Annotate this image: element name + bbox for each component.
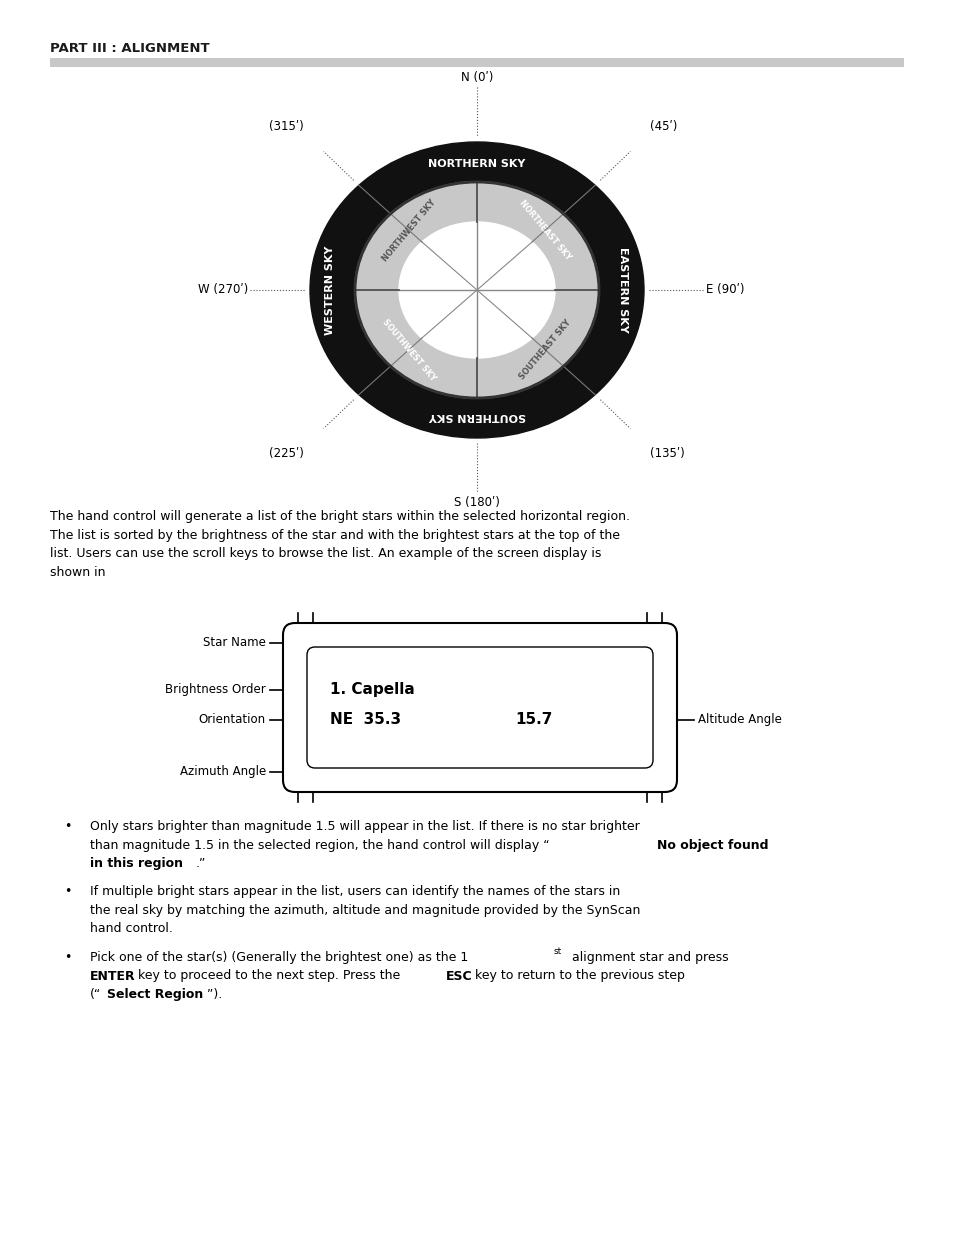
- Text: •: •: [64, 885, 71, 899]
- Ellipse shape: [310, 142, 643, 438]
- Text: (315ʹ): (315ʹ): [269, 121, 303, 133]
- Text: NE  35.3: NE 35.3: [330, 713, 400, 727]
- FancyBboxPatch shape: [307, 647, 652, 768]
- Text: (225ʹ): (225ʹ): [269, 447, 303, 459]
- Text: .”: .”: [195, 857, 206, 869]
- Text: Orientation: Orientation: [198, 713, 266, 726]
- Text: Brightness Order: Brightness Order: [165, 683, 266, 697]
- Text: •: •: [64, 951, 71, 965]
- Text: Only stars brighter than magnitude 1.5 will appear in the list. If there is no s: Only stars brighter than magnitude 1.5 w…: [90, 820, 639, 832]
- Ellipse shape: [398, 222, 555, 358]
- Text: than magnitude 1.5 in the selected region, the hand control will display “: than magnitude 1.5 in the selected regio…: [90, 839, 549, 851]
- Text: N (0ʹ): N (0ʹ): [460, 70, 493, 84]
- Text: ENTER: ENTER: [90, 969, 135, 983]
- Text: The hand control will generate a list of the bright stars within the selected ho: The hand control will generate a list of…: [50, 510, 629, 578]
- Text: If multiple bright stars appear in the list, users can identify the names of the: If multiple bright stars appear in the l…: [90, 885, 619, 899]
- Text: WESTERN SKY: WESTERN SKY: [325, 246, 335, 335]
- Text: S (180ʹ): S (180ʹ): [454, 496, 499, 509]
- Text: •: •: [64, 820, 71, 832]
- Text: (135ʹ): (135ʹ): [650, 447, 684, 459]
- Text: alignment star and press: alignment star and press: [567, 951, 728, 965]
- Text: SOUTHWEST SKY: SOUTHWEST SKY: [380, 317, 437, 383]
- Text: st: st: [554, 947, 561, 956]
- Text: in this region: in this region: [90, 857, 183, 869]
- Bar: [50, 58, 903, 67]
- Text: the real sky by matching the azimuth, altitude and magnitude provided by the Syn: the real sky by matching the azimuth, al…: [90, 904, 639, 918]
- Text: 1. Capella: 1. Capella: [330, 682, 415, 697]
- Text: SOUTHEAST SKY: SOUTHEAST SKY: [517, 319, 572, 382]
- Text: W (270ʹ): W (270ʹ): [197, 284, 248, 296]
- Text: Altitude Angle: Altitude Angle: [698, 713, 781, 726]
- Text: 15.7: 15.7: [515, 713, 552, 727]
- Text: key to proceed to the next step. Press the: key to proceed to the next step. Press t…: [133, 969, 404, 983]
- Text: (45ʹ): (45ʹ): [650, 121, 677, 133]
- Text: (“: (“: [90, 988, 101, 1002]
- Text: NORTHWEST SKY: NORTHWEST SKY: [380, 198, 437, 263]
- Text: hand control.: hand control.: [90, 923, 172, 935]
- Text: Azimuth Angle: Azimuth Angle: [179, 766, 266, 778]
- Text: ESC: ESC: [446, 969, 472, 983]
- Ellipse shape: [355, 182, 598, 398]
- Text: Pick one of the star(s) (Generally the brightest one) as the 1: Pick one of the star(s) (Generally the b…: [90, 951, 468, 965]
- Text: Star Name: Star Name: [203, 636, 266, 650]
- Text: EASTERN SKY: EASTERN SKY: [618, 247, 628, 333]
- Text: NORTHERN SKY: NORTHERN SKY: [428, 159, 525, 169]
- Text: E (90ʹ): E (90ʹ): [705, 284, 743, 296]
- FancyBboxPatch shape: [283, 622, 677, 792]
- Text: Select Region: Select Region: [107, 988, 203, 1002]
- Text: PART III : ALIGNMENT: PART III : ALIGNMENT: [50, 42, 210, 54]
- Text: NORTHEAST SKY: NORTHEAST SKY: [517, 199, 572, 262]
- Text: key to return to the previous step: key to return to the previous step: [471, 969, 684, 983]
- Text: No object found: No object found: [657, 839, 768, 851]
- Text: ”).: ”).: [207, 988, 222, 1002]
- Text: SOUTHERN SKY: SOUTHERN SKY: [428, 411, 525, 421]
